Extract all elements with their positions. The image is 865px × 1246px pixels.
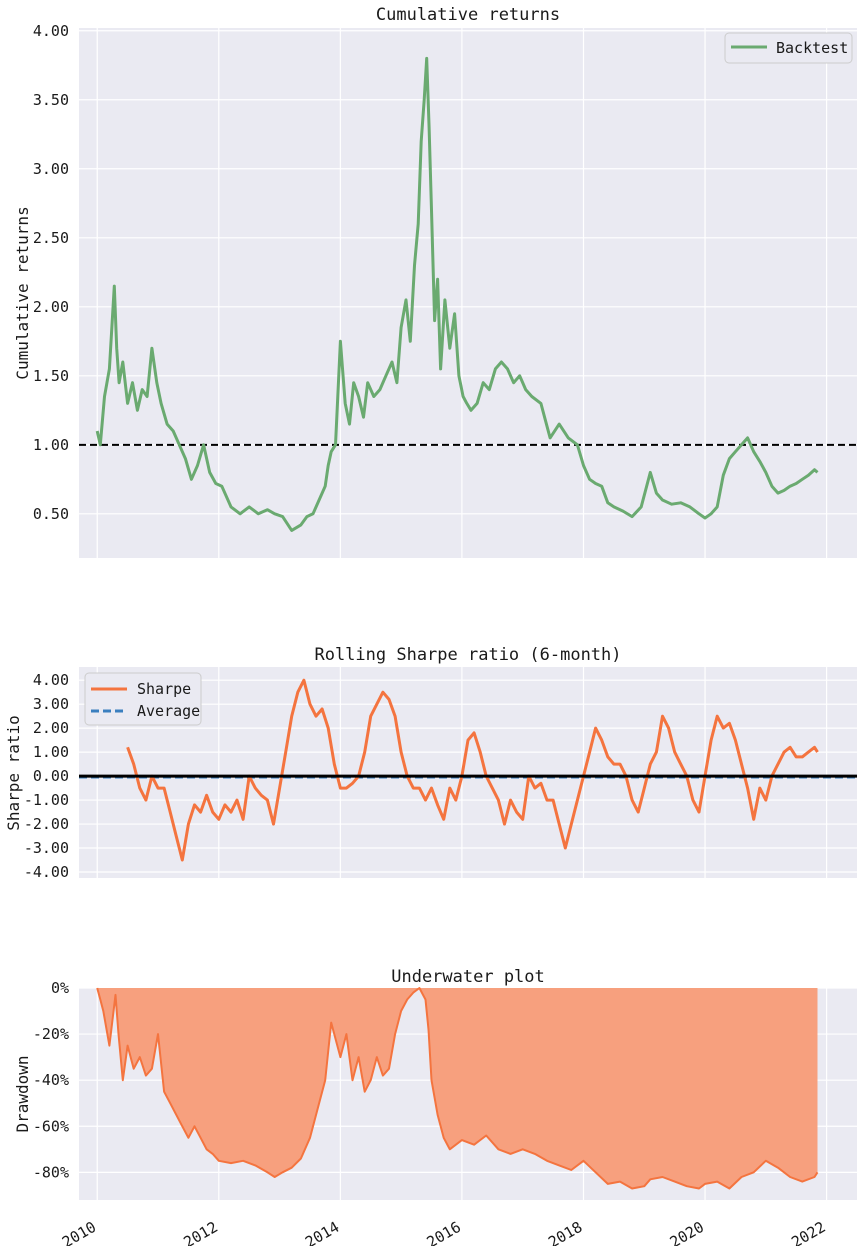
underwater-title: Underwater plot bbox=[391, 967, 545, 987]
x-axis-ticks: 2010 2012 2014 2016 2018 2020 2022 bbox=[59, 1218, 829, 1246]
underwater-y-ticks: 0% -20% -40% -60% -80% bbox=[33, 979, 69, 1181]
y-tick-label: 2.00 bbox=[33, 719, 69, 737]
drawdown-area bbox=[97, 988, 818, 1189]
y-tick-label: 1.00 bbox=[33, 743, 69, 761]
y-tick-label: 3.50 bbox=[33, 91, 69, 109]
y-tick-label: -40% bbox=[33, 1071, 69, 1089]
y-tick-label: -60% bbox=[33, 1117, 69, 1135]
backtest-line bbox=[95, 56, 819, 532]
y-tick-label: -80% bbox=[33, 1163, 69, 1181]
cumulative-returns-plot-area bbox=[79, 28, 857, 558]
legend-label-sharpe: Sharpe bbox=[137, 680, 191, 698]
underwater-panel: 0% -20% -40% -60% -80% Underwater plot Drawd… bbox=[13, 967, 857, 1246]
y-tick-label: -2.00 bbox=[24, 815, 69, 833]
y-tick-label: 1.50 bbox=[33, 367, 69, 385]
x-tick-label: 2014 bbox=[302, 1218, 342, 1246]
cumulative-returns-title: Cumulative returns bbox=[376, 5, 560, 25]
legend-label-backtest: Backtest bbox=[776, 39, 848, 57]
y-tick-label: 3.00 bbox=[33, 160, 69, 178]
x-tick-label: 2016 bbox=[424, 1218, 464, 1246]
rolling-sharpe-title: Rolling Sharpe ratio (6-month) bbox=[314, 645, 621, 665]
y-tick-label: -20% bbox=[33, 1025, 69, 1043]
cumulative-returns-legend: Backtest bbox=[724, 32, 853, 64]
underwater-y-label: Drawdown bbox=[13, 1055, 32, 1132]
y-tick-label: 1.00 bbox=[33, 436, 69, 454]
cumulative-returns-grid bbox=[79, 28, 857, 558]
y-tick-label: 2.00 bbox=[33, 298, 69, 316]
y-tick-label: -4.00 bbox=[24, 863, 69, 881]
legend-label-average: Average bbox=[137, 702, 200, 720]
cumulative-returns-y-label: Cumulative returns bbox=[13, 206, 32, 379]
y-tick-label: 0.00 bbox=[33, 767, 69, 785]
rolling-sharpe-plot-area bbox=[79, 667, 857, 878]
y-tick-label: -3.00 bbox=[24, 839, 69, 857]
y-tick-label: -1.00 bbox=[24, 791, 69, 809]
rolling-sharpe-y-ticks: -4.00 -3.00 -2.00 -1.00 0.00 1.00 2.00 3.00 4.00 bbox=[24, 671, 69, 881]
x-tick-label: 2010 bbox=[59, 1218, 99, 1246]
x-tick-label: 2012 bbox=[181, 1218, 221, 1246]
y-tick-label: 3.00 bbox=[33, 695, 69, 713]
y-tick-label: 2.50 bbox=[33, 229, 69, 247]
drawdown-line bbox=[96, 987, 819, 1190]
y-tick-label: 0% bbox=[51, 979, 69, 997]
cumulative-returns-y-ticks: 0.50 1.00 1.50 2.00 2.50 3.00 3.50 4.00 bbox=[33, 22, 69, 523]
cumulative-returns-panel: 0.50 1.00 1.50 2.00 2.50 3.00 3.50 4.00 Cumulat… bbox=[13, 5, 857, 558]
y-tick-label: 0.50 bbox=[33, 505, 69, 523]
x-tick-label: 2020 bbox=[667, 1218, 707, 1246]
x-tick-label: 2022 bbox=[788, 1218, 828, 1246]
x-tick-label: 2018 bbox=[545, 1218, 585, 1246]
rolling-sharpe-legend: Sharpe Average bbox=[84, 672, 202, 726]
y-tick-label: 4.00 bbox=[33, 22, 69, 40]
rolling-sharpe-y-label: Sharpe ratio bbox=[4, 715, 23, 831]
rolling-sharpe-panel: -4.00 -3.00 -2.00 -1.00 0.00 1.00 2.00 3.00 4.00… bbox=[4, 645, 857, 881]
y-tick-label: 4.00 bbox=[33, 671, 69, 689]
